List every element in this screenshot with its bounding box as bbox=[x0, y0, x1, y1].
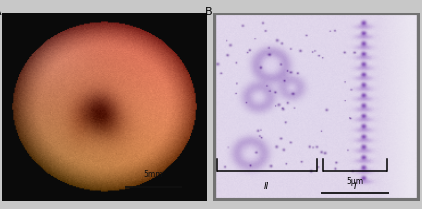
Text: A: A bbox=[0, 7, 2, 17]
Text: I: I bbox=[354, 182, 356, 191]
Text: B: B bbox=[205, 7, 212, 17]
Text: II: II bbox=[264, 182, 270, 191]
Text: 5mm: 5mm bbox=[144, 170, 163, 179]
Text: 5μm: 5μm bbox=[346, 177, 363, 186]
